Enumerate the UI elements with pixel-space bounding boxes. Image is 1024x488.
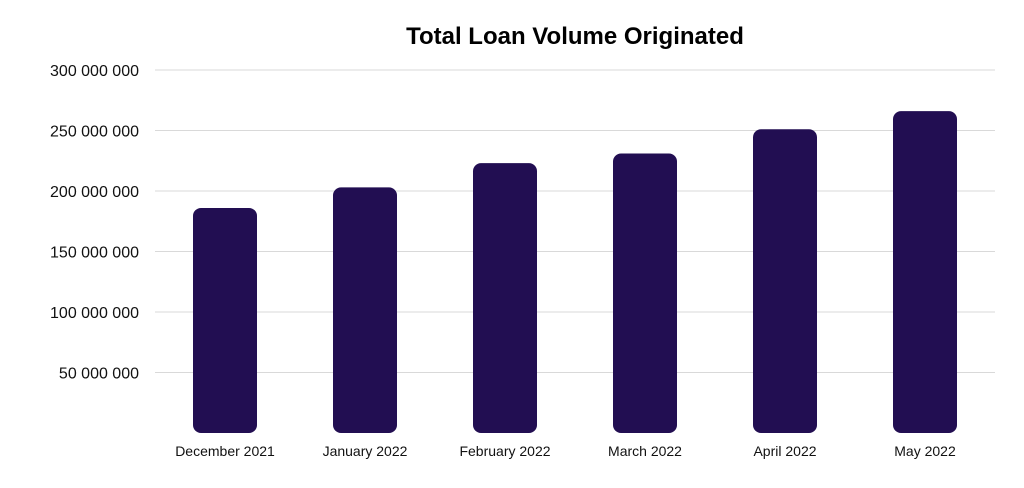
- bar: [473, 163, 537, 434]
- y-tick-label: 50 000 000: [59, 366, 139, 383]
- x-tick-label: December 2021: [175, 443, 275, 459]
- y-tick-label: 200 000 000: [50, 184, 139, 201]
- bar: [753, 129, 817, 434]
- x-tick-label: March 2022: [608, 443, 682, 459]
- x-axis-ticks: December 2021 January 2022 February 2022 Ma…: [175, 443, 956, 459]
- y-axis-ticks: 50 000 000 100 000 000 150 000 000 200 000 …: [50, 63, 139, 383]
- bar: [333, 187, 397, 433]
- y-tick-label: 100 000 000: [50, 305, 139, 322]
- x-tick-label: February 2022: [459, 443, 550, 459]
- chart-title: Total Loan Volume Originated: [406, 23, 744, 50]
- y-tick-label: 300 000 000: [50, 63, 139, 80]
- gridlines: [155, 69, 995, 373]
- bar: [613, 153, 677, 434]
- x-tick-label: April 2022: [753, 443, 816, 459]
- x-tick-label: May 2022: [894, 443, 956, 459]
- y-tick-label: 150 000 000: [50, 245, 139, 262]
- bars: [193, 111, 957, 434]
- x-tick-label: January 2022: [323, 443, 408, 459]
- y-tick-label: 250 000 000: [50, 124, 139, 141]
- bar: [193, 207, 257, 433]
- bar: [893, 111, 957, 433]
